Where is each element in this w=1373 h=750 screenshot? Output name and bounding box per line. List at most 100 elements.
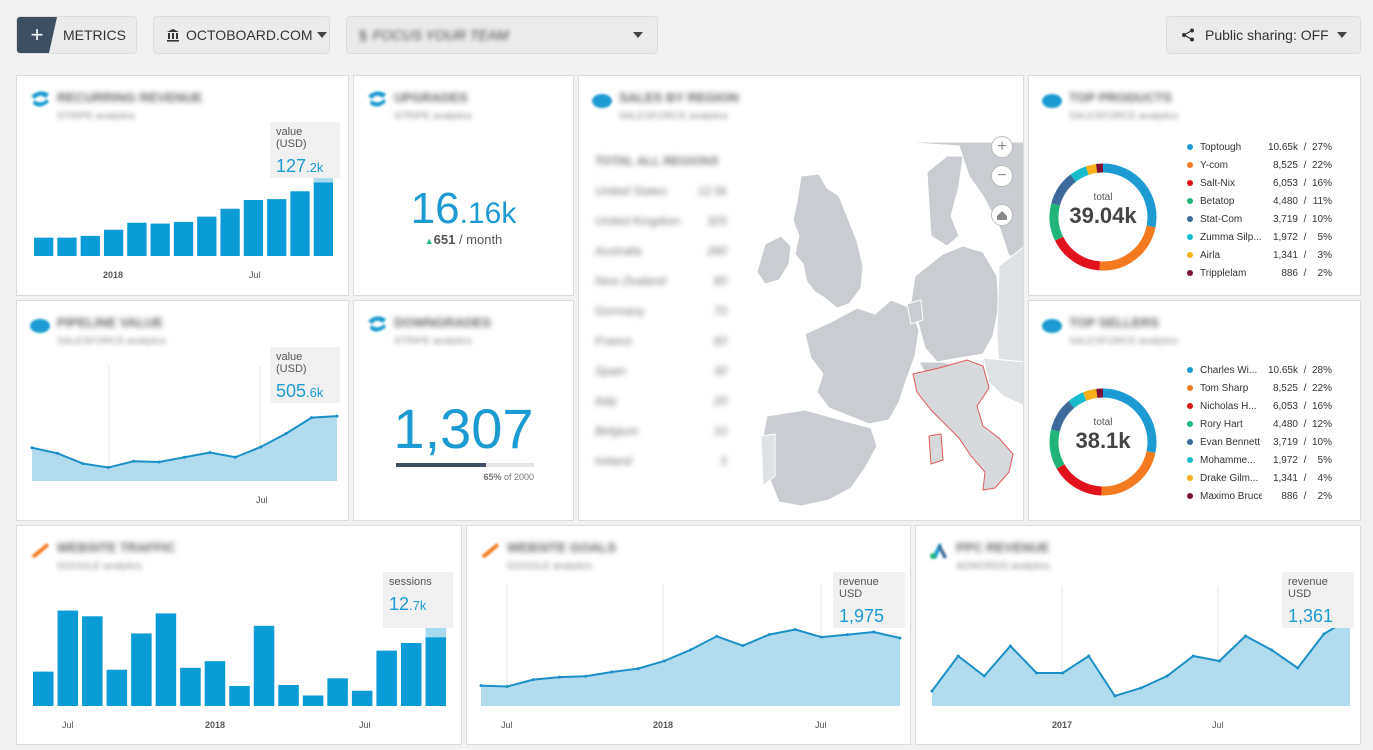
- legend-item[interactable]: Mohamme... 1,972 / 5%: [1187, 451, 1332, 469]
- zoom-in-icon[interactable]: +: [991, 136, 1013, 158]
- chart-bar[interactable]: [253, 625, 275, 706]
- chart-bar[interactable]: [197, 216, 217, 256]
- data-point[interactable]: [505, 684, 509, 688]
- chart-bar[interactable]: [220, 208, 240, 256]
- legend-item[interactable]: Rory Hart 4,480 / 12%: [1187, 415, 1332, 433]
- data-point[interactable]: [1296, 666, 1300, 670]
- data-point[interactable]: [1035, 671, 1038, 675]
- data-point[interactable]: [106, 466, 110, 470]
- chart-bar[interactable]: [278, 685, 299, 706]
- chart-bar[interactable]: [376, 650, 397, 706]
- donut-slice[interactable]: [1083, 388, 1098, 401]
- donut-slice[interactable]: [1068, 392, 1087, 409]
- recurring-revenue-widget[interactable]: RECURRING REVENUE STRIPE analytics value…: [16, 75, 349, 296]
- data-point[interactable]: [132, 459, 136, 463]
- chart-bar[interactable]: [57, 237, 77, 256]
- upgrades-widget[interactable]: UPGRADES STRIPE analytics 16.16k ▲651 / …: [353, 75, 574, 296]
- data-point[interactable]: [233, 455, 237, 459]
- chart-bar[interactable]: [106, 669, 128, 706]
- top-sellers-widget[interactable]: TOP SELLERS SALESFORCE analytics total 3…: [1028, 300, 1361, 521]
- legend-item[interactable]: Salt-Nix 6,053 / 16%: [1187, 174, 1332, 192]
- website-goals-widget[interactable]: WEBSITE GOALS GOOGLE analytics revenue U…: [466, 525, 911, 745]
- data-point[interactable]: [335, 414, 339, 418]
- chart-bar[interactable]: [327, 678, 348, 706]
- chart-bar[interactable]: [243, 200, 264, 256]
- chart-bar[interactable]: [351, 690, 373, 706]
- top-products-widget[interactable]: TOP PRODUCTS SALESFORCE analytics total …: [1028, 75, 1361, 296]
- legend-item[interactable]: Betatop 4,480 / 11%: [1187, 192, 1332, 210]
- legend-item[interactable]: Drake Gilm... 1,341 / 4%: [1187, 469, 1332, 487]
- chart-bar[interactable]: [131, 633, 152, 706]
- chart-bar[interactable]: [290, 191, 310, 256]
- donut-slice[interactable]: [1056, 464, 1102, 496]
- donut-slice[interactable]: [1049, 429, 1065, 469]
- data-point[interactable]: [584, 674, 588, 678]
- chart-bar[interactable]: [267, 199, 287, 256]
- data-point[interactable]: [872, 630, 876, 634]
- chart-bar[interactable]: [34, 237, 54, 256]
- legend-item[interactable]: Charles Wi... 10.65k / 28%: [1187, 361, 1332, 379]
- data-point[interactable]: [689, 648, 692, 652]
- chart-bar[interactable]: [103, 229, 124, 256]
- data-point[interactable]: [183, 455, 186, 459]
- chart-bar[interactable]: [313, 182, 333, 257]
- chart-bar[interactable]: [400, 643, 422, 706]
- legend-item[interactable]: Stat-Com 3,719 / 10%: [1187, 210, 1332, 228]
- chart-bar[interactable]: [204, 661, 226, 706]
- donut-slice[interactable]: [1049, 203, 1064, 241]
- legend-item[interactable]: Nicholas H... 6,053 / 16%: [1187, 397, 1332, 415]
- data-point[interactable]: [208, 451, 212, 454]
- chart-bar[interactable]: [425, 637, 446, 706]
- donut-slice[interactable]: [1051, 174, 1077, 206]
- chart-bar[interactable]: [80, 235, 100, 256]
- donut-slice[interactable]: [1102, 388, 1157, 453]
- data-point[interactable]: [662, 659, 666, 663]
- data-point[interactable]: [767, 633, 771, 637]
- data-point[interactable]: [1061, 671, 1065, 675]
- chart-bar[interactable]: [82, 616, 103, 706]
- team-dropdown[interactable]: § FOCUS YOUR TEAM: [346, 16, 658, 54]
- pipeline-value-widget[interactable]: PIPELINE VALUE SALESFORCE analytics valu…: [16, 300, 349, 521]
- donut-slice[interactable]: [1085, 163, 1098, 175]
- ppc-revenue-widget[interactable]: PPC REVENUE ADWORDS analytics revenue US…: [915, 525, 1361, 745]
- data-point[interactable]: [610, 670, 614, 674]
- data-point[interactable]: [1008, 644, 1012, 648]
- data-point[interactable]: [741, 644, 745, 648]
- legend-item[interactable]: Maximo Bruce 886 / 2%: [1187, 487, 1332, 505]
- data-point[interactable]: [30, 446, 34, 450]
- data-point[interactable]: [259, 445, 263, 449]
- chart-bar[interactable]: [57, 610, 79, 706]
- data-point[interactable]: [1191, 654, 1195, 658]
- data-point[interactable]: [846, 633, 850, 637]
- data-point[interactable]: [81, 462, 85, 466]
- data-point[interactable]: [1113, 694, 1117, 698]
- legend-item[interactable]: Tripplelam 886 / 2%: [1187, 264, 1332, 282]
- data-point[interactable]: [819, 635, 823, 639]
- donut-slice[interactable]: [1099, 225, 1156, 271]
- data-point[interactable]: [531, 678, 535, 682]
- data-point[interactable]: [1087, 654, 1091, 658]
- legend-item[interactable]: Y-com 8,525 / 22%: [1187, 156, 1332, 174]
- data-point[interactable]: [930, 689, 934, 693]
- chart-bar[interactable]: [173, 221, 194, 256]
- legend-item[interactable]: Airla 1,341 / 3%: [1187, 246, 1332, 264]
- chart-bar[interactable]: [127, 222, 147, 256]
- legend-item[interactable]: Toptough 10.65k / 27%: [1187, 138, 1332, 156]
- add-metrics-button[interactable]: + METRICS: [16, 16, 137, 54]
- data-point[interactable]: [1270, 648, 1274, 652]
- legend-item[interactable]: Zumma Silp... 1,972 / 5%: [1187, 228, 1332, 246]
- public-sharing-dropdown[interactable]: Public sharing: OFF: [1166, 16, 1361, 54]
- data-point[interactable]: [793, 628, 797, 631]
- chart-bar[interactable]: [155, 613, 177, 706]
- zoom-out-icon[interactable]: −: [991, 165, 1013, 187]
- data-point[interactable]: [157, 460, 161, 464]
- data-point[interactable]: [1244, 634, 1247, 638]
- downgrades-widget[interactable]: DOWNGRADES STRIPE analytics 1,307 65% of…: [353, 300, 574, 521]
- donut-slice[interactable]: [1101, 450, 1156, 496]
- data-point[interactable]: [715, 634, 719, 638]
- home-icon[interactable]: [991, 204, 1013, 226]
- data-point[interactable]: [1322, 632, 1326, 636]
- source-dropdown[interactable]: OCTOBOARD.COM: [153, 16, 330, 54]
- data-point[interactable]: [636, 667, 640, 671]
- data-point[interactable]: [1165, 674, 1169, 678]
